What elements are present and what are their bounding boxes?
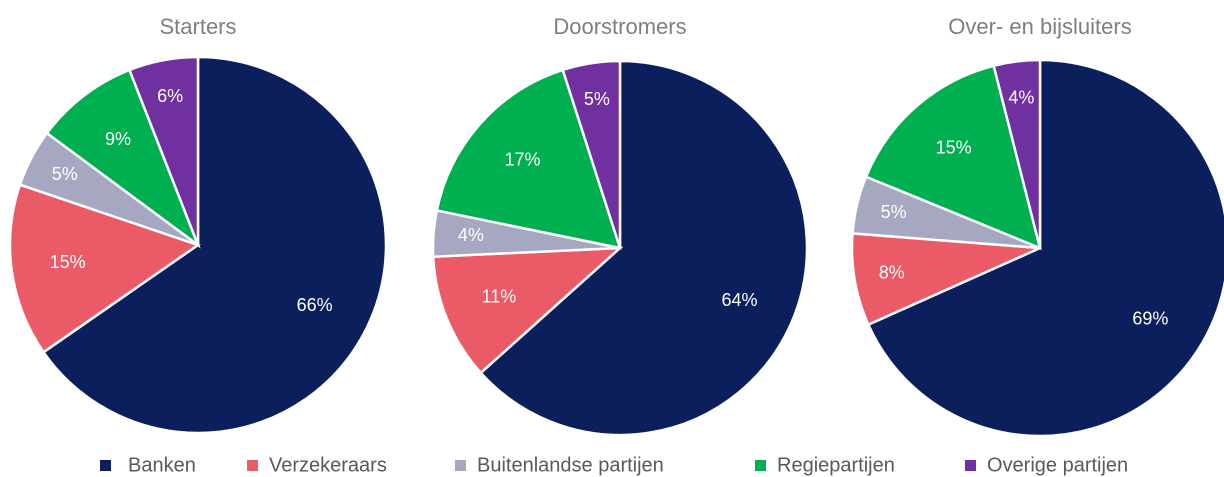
pie-slice	[435, 68, 622, 250]
data-label: 17%	[505, 149, 541, 169]
legend-marker	[100, 460, 111, 471]
legend-label: Buitenlandse partijen	[477, 454, 664, 476]
pie-slice	[127, 55, 200, 246]
pie-slice	[866, 58, 1224, 438]
pie-slice	[8, 183, 201, 354]
data-label: 9%	[105, 129, 131, 149]
pie-slice	[431, 246, 624, 375]
legend-marker	[455, 460, 466, 471]
legend-label: Regiepartijen	[777, 454, 895, 476]
pie-slice	[45, 68, 201, 249]
pie-slice	[561, 59, 622, 249]
legend-label: Verzekeraars	[269, 454, 387, 476]
data-label: 5%	[52, 164, 78, 184]
chart-title: Over- en bijsluiters	[948, 14, 1131, 39]
data-label: 5%	[881, 202, 907, 222]
pie-slice	[479, 59, 809, 437]
data-label: 4%	[1008, 88, 1034, 108]
data-label: 4%	[458, 225, 484, 245]
data-label: 6%	[157, 86, 183, 106]
data-label: 11%	[482, 286, 517, 306]
pie-slice	[850, 232, 1041, 327]
legend-marker	[247, 460, 258, 471]
data-label: 8%	[879, 262, 905, 282]
pie-slice	[992, 58, 1042, 249]
chart-title: Doorstromers	[553, 14, 686, 39]
legend-label: Banken	[128, 454, 196, 476]
legend-marker	[965, 460, 976, 471]
data-label: 5%	[584, 89, 610, 109]
data-label: 64%	[722, 290, 758, 310]
pie-slice	[41, 55, 388, 435]
chart-title: Starters	[159, 14, 236, 39]
data-label: 15%	[936, 137, 972, 157]
data-label: 69%	[1132, 308, 1168, 328]
legend-label: Overige partijen	[987, 454, 1128, 476]
pie-slice	[864, 64, 1042, 251]
data-label: 15%	[50, 252, 86, 272]
data-label: 66%	[297, 295, 333, 315]
legend-marker	[755, 460, 766, 471]
